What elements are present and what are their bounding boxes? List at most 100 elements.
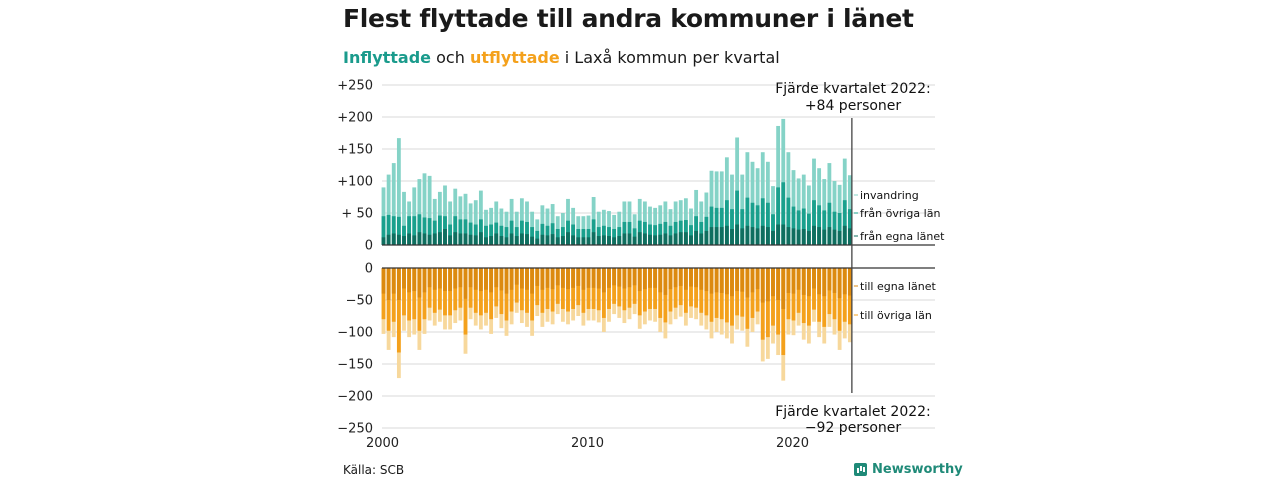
bar-out-same-county	[504, 268, 509, 294]
chart-subtitle: Inflyttade och utflyttade i Laxå kommun …	[343, 48, 780, 67]
bar-in-other-counties	[750, 202, 755, 245]
bar-out-other-counties	[412, 268, 417, 320]
bar-in-same-county	[648, 234, 652, 245]
bar-in-other-counties	[812, 200, 816, 245]
bar-in-same-county	[760, 225, 765, 245]
bar-in-same-county	[514, 236, 519, 245]
bar-in-same-county	[663, 233, 668, 245]
bar-in-other-counties	[730, 209, 734, 245]
bar-out-other-counties	[735, 268, 740, 316]
bar-in-same-county	[586, 237, 591, 245]
bar-out-same-county	[535, 268, 540, 286]
bar-out-other-counties	[555, 268, 560, 304]
bar-out-same-county	[632, 268, 637, 286]
bar-out-other-counties	[817, 268, 822, 322]
bar-in-other-counties	[653, 225, 658, 245]
series-label: från övriga län	[860, 207, 940, 220]
bar-out-same-county	[407, 268, 412, 293]
bar-out-other-counties	[776, 268, 781, 335]
series-label: till övriga län	[860, 309, 932, 322]
axes	[382, 244, 935, 269]
bar-in-same-county	[555, 237, 560, 245]
bar-out-other-counties	[791, 268, 796, 321]
bar-in-other-counties	[576, 229, 581, 245]
bar-in-same-county	[402, 236, 406, 245]
bar-in-other-counties	[489, 224, 494, 245]
bar-in-same-county	[478, 232, 483, 245]
bar-out-same-county	[658, 268, 663, 293]
bar-out-same-county	[622, 268, 627, 289]
bar-out-same-county	[663, 268, 668, 295]
bar-out-other-counties	[786, 268, 791, 320]
newsworthy-logo[interactable]: Newsworthy	[854, 462, 963, 477]
bar-out-other-counties	[468, 268, 473, 308]
bar-in-other-counties	[402, 225, 406, 245]
bar-out-same-county	[607, 268, 611, 288]
bar-in-other-counties	[386, 214, 391, 245]
bar-out-same-county	[396, 268, 401, 300]
y-tick-top: + 50	[341, 207, 373, 222]
bar-out-same-county	[540, 268, 545, 290]
bar-out-same-county	[694, 268, 699, 288]
bar-in-same-county	[540, 234, 545, 245]
bar-in-immigration	[422, 173, 427, 245]
bar-in-immigration	[396, 138, 401, 245]
bar-in-same-county	[653, 235, 658, 245]
bar-out-other-counties	[771, 268, 775, 326]
bar-out-other-counties	[622, 268, 627, 311]
bar-out-other-counties	[714, 268, 719, 318]
bar-out-other-counties	[596, 268, 601, 311]
bar-out-same-county	[591, 268, 596, 288]
bar-in-other-counties	[745, 197, 750, 245]
bar-out-other-counties	[458, 268, 463, 308]
bar-out-other-counties	[607, 268, 611, 309]
bar-out-other-counties	[550, 268, 555, 312]
bar-in-immigration	[417, 179, 422, 245]
bar-in-other-counties	[709, 206, 714, 245]
bar-in-same-county	[847, 228, 852, 245]
bar-out-same-county	[817, 268, 822, 295]
bar-out-other-counties	[453, 268, 458, 311]
subtitle-utflyttade: utflyttade	[469, 48, 560, 67]
bar-out-same-county	[402, 268, 406, 289]
bar-in-other-counties	[796, 210, 801, 245]
bar-in-same-county	[443, 229, 447, 245]
bar-out-same-county	[458, 268, 463, 288]
bar-in-same-county	[724, 225, 729, 245]
bar-in-same-county	[637, 232, 642, 245]
bar-out-other-counties	[581, 268, 586, 313]
brand-name: Newsworthy	[872, 462, 963, 477]
bar-out-other-counties	[847, 268, 852, 325]
bar-in-same-county	[530, 236, 535, 245]
x-tick-label: 2010	[571, 436, 604, 451]
bar-out-other-counties	[627, 268, 632, 308]
newsworthy-icon	[854, 463, 867, 476]
bar-in-same-county	[632, 236, 637, 245]
bar-out-other-counties	[427, 268, 432, 308]
bar-in-other-counties	[473, 224, 478, 245]
bar-out-same-county	[417, 268, 422, 298]
bar-out-same-county	[750, 268, 755, 293]
bar-in-other-counties	[776, 187, 781, 245]
bar-in-same-county	[417, 232, 422, 245]
bar-out-other-counties	[694, 268, 699, 308]
bar-out-same-county	[612, 268, 617, 286]
bar-in-same-county	[591, 232, 596, 245]
bar-out-same-county	[422, 268, 427, 293]
bar-out-other-counties	[663, 268, 668, 323]
bar-out-same-county	[771, 268, 775, 297]
y-tick-bottom: −200	[337, 390, 373, 405]
bar-out-same-county	[791, 268, 796, 294]
bar-in-same-county	[673, 233, 678, 245]
bar-out-other-counties	[504, 268, 509, 321]
subtitle-inflyttade: Inflyttade	[343, 48, 432, 67]
bar-in-same-county	[714, 227, 719, 245]
bar-in-other-counties	[740, 209, 745, 245]
series-label: från egna länet	[860, 230, 945, 243]
bar-in-same-county	[837, 230, 842, 245]
bar-in-same-county	[745, 225, 750, 245]
bar-in-same-county	[699, 233, 704, 245]
bar-out-other-counties	[642, 268, 647, 312]
bar-out-other-counties	[560, 268, 565, 309]
bar-in-same-county	[499, 236, 504, 245]
